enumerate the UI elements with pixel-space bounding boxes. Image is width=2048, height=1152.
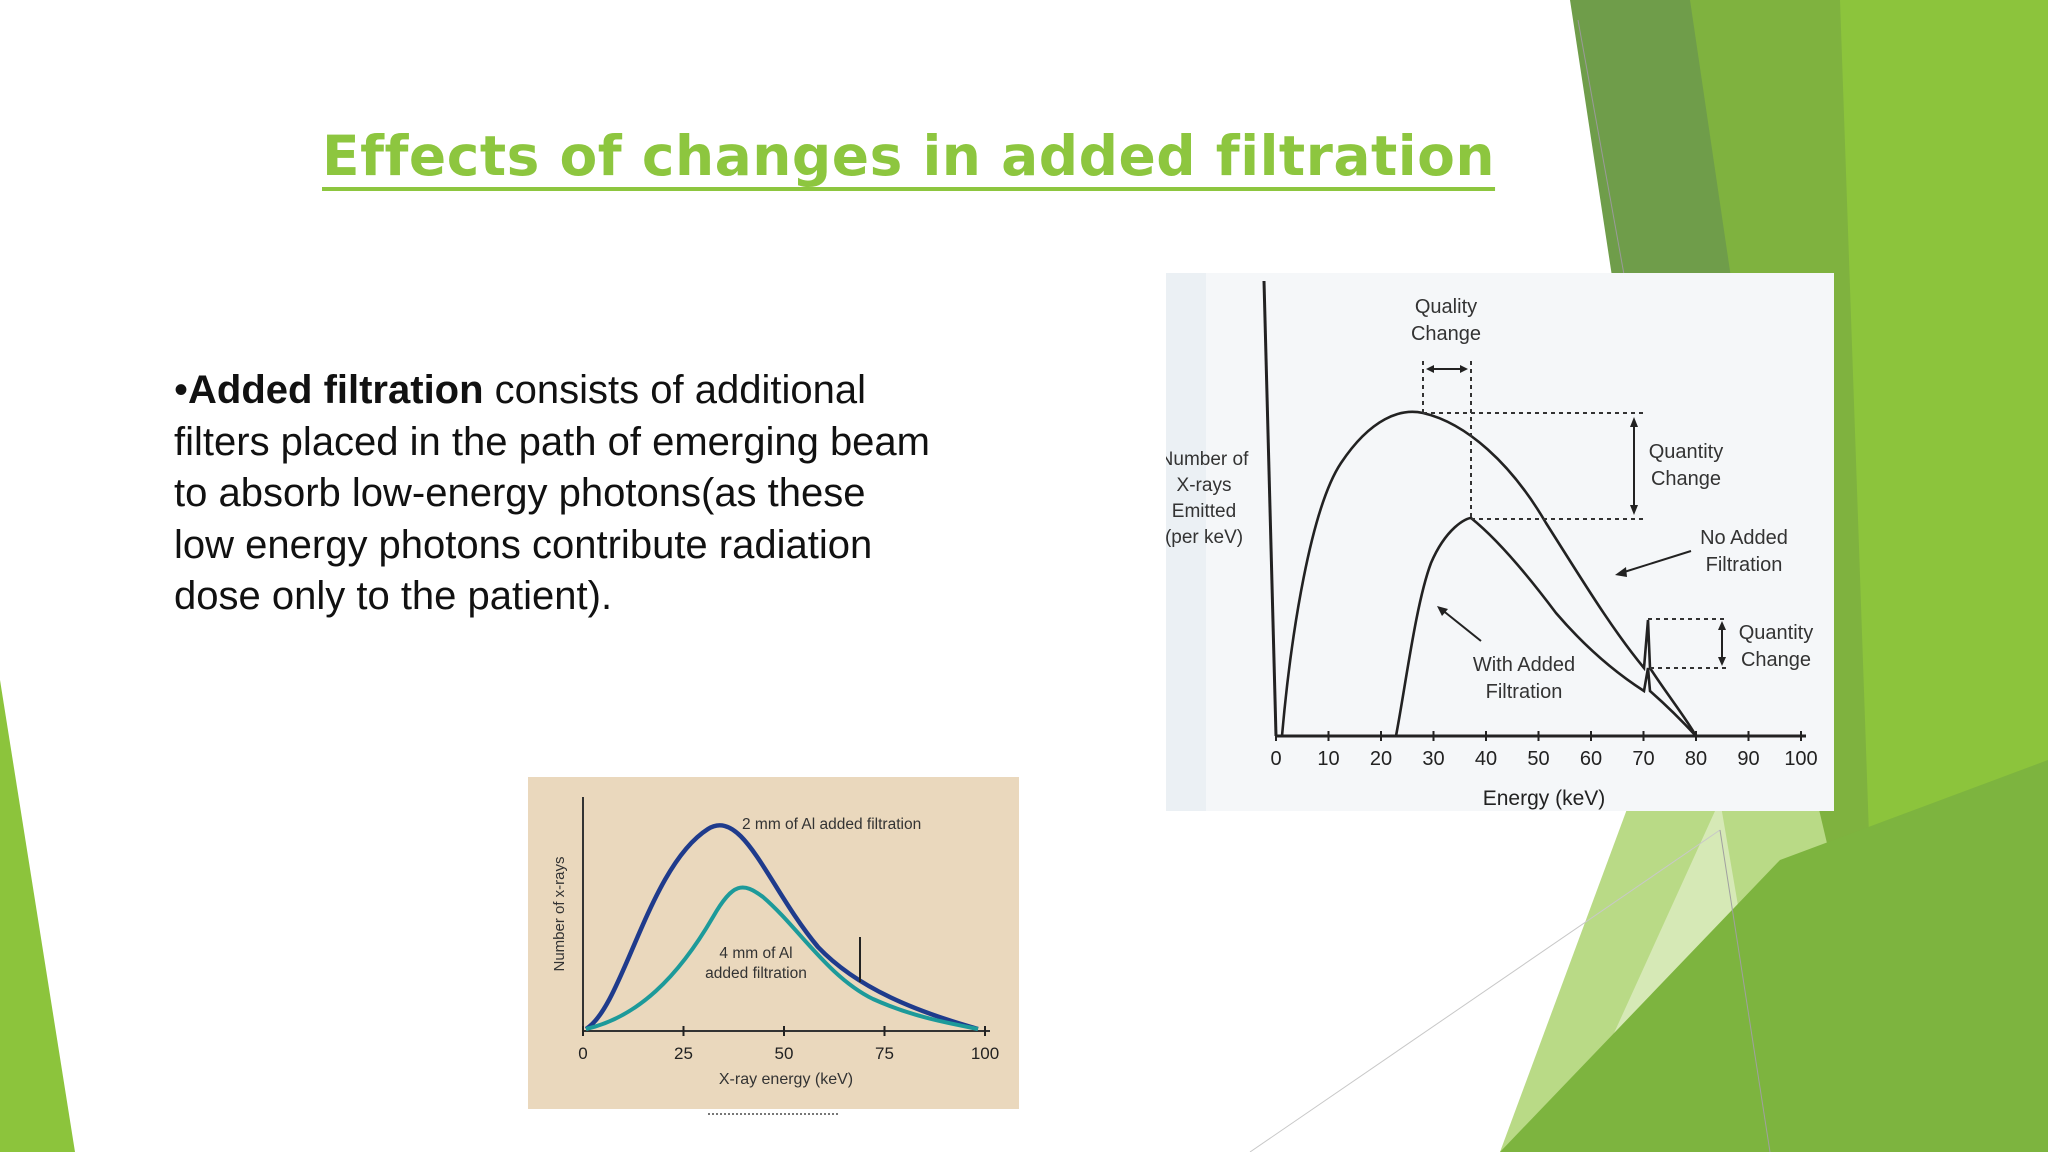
right-x-tick-label: 100 <box>1784 748 1817 770</box>
left-x-tick-label: 100 <box>971 1044 999 1063</box>
deco-left-wedge <box>0 680 75 1152</box>
label-4mm-al-1: 4 mm of Al <box>719 945 792 962</box>
quantity-change-bottom-label-1: Quantity <box>1739 622 1813 644</box>
right-x-tick-label: 30 <box>1422 748 1444 770</box>
figure-background <box>528 777 1019 1109</box>
no-added-label-1: No Added <box>1700 527 1788 549</box>
left-x-tick-label: 75 <box>875 1044 894 1063</box>
left-xlabel: X-ray energy (keV) <box>719 1071 853 1088</box>
no-added-label-2: Filtration <box>1706 554 1783 576</box>
right-x-tick-label: 60 <box>1580 748 1602 770</box>
bullet-marker: • <box>174 368 189 412</box>
label-4mm-al-2: added filtration <box>705 965 807 982</box>
curve-4mm-al <box>585 885 979 1031</box>
pointer-with-added <box>1440 608 1482 642</box>
pointer-no-added <box>1620 550 1692 574</box>
quantity-change-top-label-2: Change <box>1651 468 1721 490</box>
with-added-label-2: Filtration <box>1486 681 1563 703</box>
bullet-paragraph: •Added filtration consists of additional… <box>174 365 934 623</box>
with-added-label-1: With Added <box>1473 654 1575 676</box>
left-x-tick-label: 0 <box>578 1044 587 1063</box>
left-x-ticks: 0 25 50 75 100 <box>578 1026 999 1063</box>
right-x-tick-label: 0 <box>1270 748 1281 770</box>
right-x-tick-label: 20 <box>1370 748 1392 770</box>
filtration-spectrum-diagram: 0 10 20 30 40 50 60 70 80 90 100 Quality Change Qu… <box>1166 273 1834 811</box>
right-ylabel-line-2: X-rays <box>1177 475 1232 496</box>
left-x-tick-label: 50 <box>775 1044 794 1063</box>
right-xlabel: Energy (keV) <box>1483 787 1606 810</box>
aluminum-filtration-spectrum: 0 25 50 75 100 2 mm of Al added filtration 4… <box>528 777 1019 1115</box>
right-x-tick-label: 90 <box>1737 748 1759 770</box>
x-ticks: 0 10 20 30 40 50 60 70 80 90 100 <box>1270 731 1818 770</box>
slide-title: Effects of changes in added filtration <box>322 124 1496 188</box>
quantity-change-bottom-label-2: Change <box>1741 649 1811 671</box>
bullet-bold-term: Added filtration <box>188 368 484 412</box>
right-x-tick-label: 40 <box>1475 748 1497 770</box>
deco-bottom-green <box>1500 760 2048 1152</box>
diagram-background <box>1166 273 1834 811</box>
quantity-change-top-label-1: Quantity <box>1649 441 1723 463</box>
curve-with-added-filtration <box>1394 516 1697 737</box>
right-x-tick-label: 70 <box>1632 748 1654 770</box>
right-x-tick-label: 80 <box>1685 748 1707 770</box>
left-ylabel: Number of x-rays <box>551 856 568 971</box>
right-x-tick-label: 50 <box>1527 748 1549 770</box>
right-ylabel-line-3: Emitted <box>1172 501 1236 522</box>
quality-change-label-1: Quality <box>1415 296 1477 318</box>
bullet-text: consists of additional filters placed in… <box>174 368 930 618</box>
label-2mm-al: 2 mm of Al added filtration <box>742 816 921 833</box>
right-x-tick-label: 10 <box>1317 748 1339 770</box>
quality-change-label-2: Change <box>1411 323 1481 345</box>
right-ylabel-line-1: Number of <box>1166 449 1249 470</box>
scan-shading <box>1166 273 1206 811</box>
left-x-tick-label: 25 <box>674 1044 693 1063</box>
curve-2mm-al <box>584 823 979 1032</box>
right-ylabel-line-4: (per keV) <box>1166 527 1243 548</box>
y-axis <box>1262 280 1278 737</box>
